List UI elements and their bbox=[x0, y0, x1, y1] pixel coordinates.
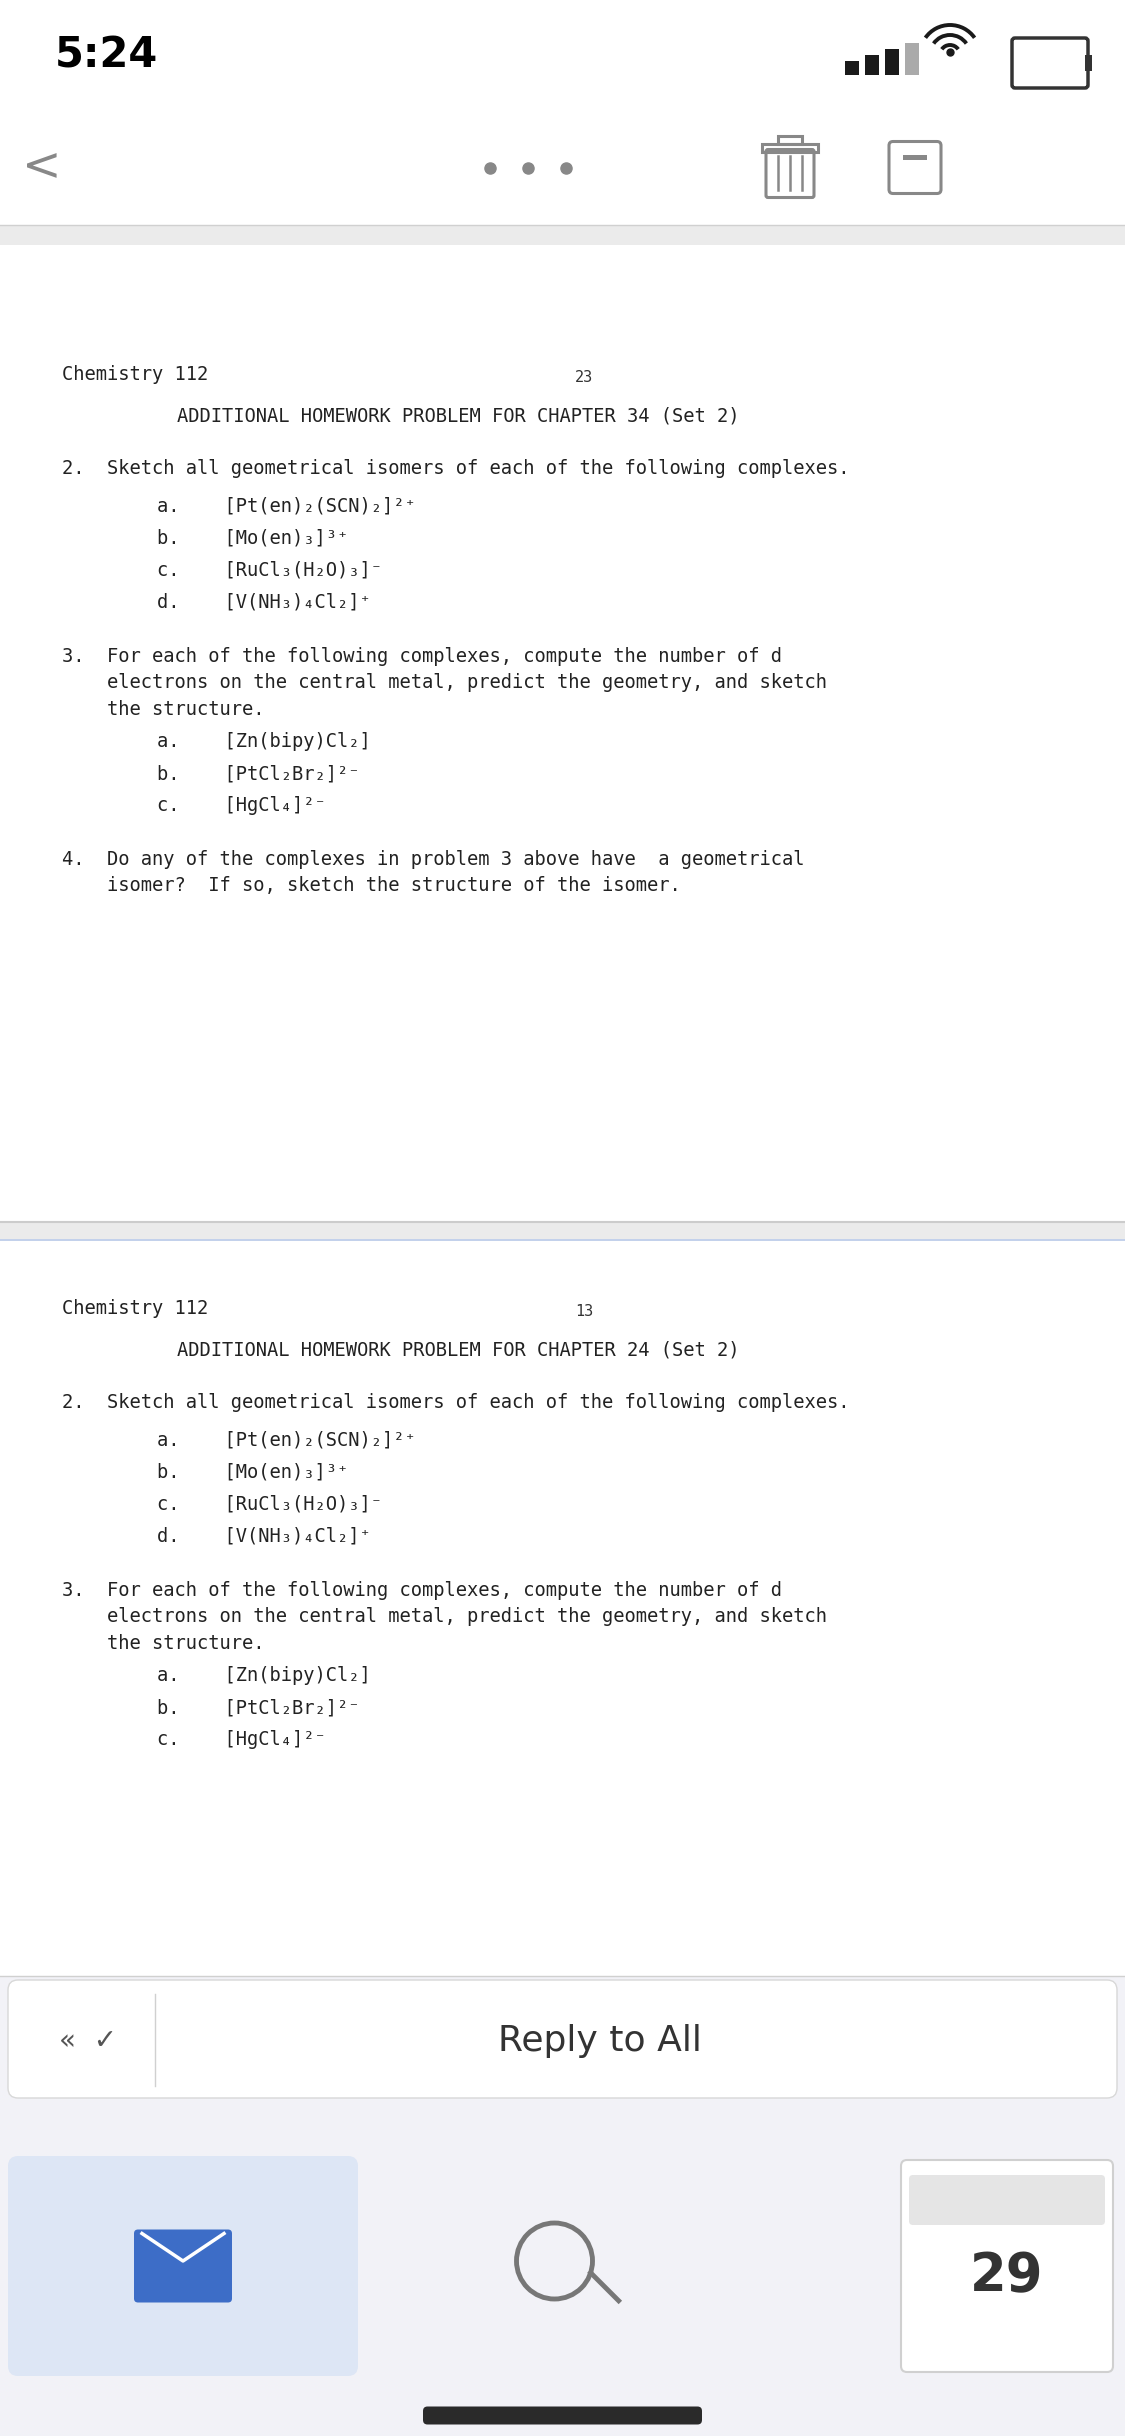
Bar bbox=[845, 61, 860, 76]
FancyBboxPatch shape bbox=[423, 2407, 702, 2424]
Bar bbox=[762, 144, 818, 151]
Text: 2.  Sketch all geometrical isomers of each of the following complexes.: 2. Sketch all geometrical isomers of eac… bbox=[62, 1393, 849, 1413]
Bar bbox=[0, 110, 1125, 224]
Text: 3.  For each of the following complexes, compute the number of d
    electrons o: 3. For each of the following complexes, … bbox=[62, 1581, 827, 1654]
Text: a.    [Zn(bipy)Cl₂]: a. [Zn(bipy)Cl₂] bbox=[158, 1666, 371, 1686]
Text: «  ✓: « ✓ bbox=[58, 2027, 117, 2056]
Bar bbox=[778, 136, 802, 144]
Text: Reply to All: Reply to All bbox=[498, 2024, 702, 2058]
Text: a.    [Pt(en)₂(SCN)₂]²⁺: a. [Pt(en)₂(SCN)₂]²⁺ bbox=[158, 497, 416, 516]
FancyBboxPatch shape bbox=[8, 2156, 358, 2375]
Bar bbox=[0, 246, 1125, 1220]
Bar bbox=[0, 1240, 1125, 2095]
Text: 5:24: 5:24 bbox=[55, 34, 159, 76]
Bar bbox=[903, 153, 927, 158]
Bar bbox=[914, 2178, 1101, 2222]
Bar bbox=[0, 224, 1125, 2107]
Text: 4.  Do any of the complexes in problem 3 above have  a geometrical
    isomer?  : 4. Do any of the complexes in problem 3 … bbox=[62, 850, 804, 896]
Text: c.    [RuCl₃(H₂O)₃]⁻: c. [RuCl₃(H₂O)₃]⁻ bbox=[158, 1496, 382, 1515]
FancyBboxPatch shape bbox=[909, 2175, 1105, 2224]
Text: c.    [HgCl₄]²⁻: c. [HgCl₄]²⁻ bbox=[158, 1730, 326, 1749]
Text: a.    [Pt(en)₂(SCN)₂]²⁺: a. [Pt(en)₂(SCN)₂]²⁺ bbox=[158, 1430, 416, 1449]
Text: d.    [V(NH₃)₄Cl₂]⁺: d. [V(NH₃)₄Cl₂]⁺ bbox=[158, 592, 371, 611]
Text: ADDITIONAL HOMEWORK PROBLEM FOR CHAPTER 34 (Set 2): ADDITIONAL HOMEWORK PROBLEM FOR CHAPTER … bbox=[177, 407, 739, 426]
Text: b.    [Mo(en)₃]³⁺: b. [Mo(en)₃]³⁺ bbox=[158, 1464, 349, 1481]
Text: Chemistry 112: Chemistry 112 bbox=[62, 1298, 208, 1318]
Bar bbox=[0, 1976, 1125, 2107]
Bar bbox=[904, 44, 919, 76]
FancyBboxPatch shape bbox=[8, 1980, 1117, 2097]
Text: a.    [Zn(bipy)Cl₂]: a. [Zn(bipy)Cl₂] bbox=[158, 731, 371, 750]
Text: c.    [RuCl₃(H₂O)₃]⁻: c. [RuCl₃(H₂O)₃]⁻ bbox=[158, 560, 382, 580]
FancyBboxPatch shape bbox=[901, 2161, 1113, 2373]
Bar bbox=[885, 49, 899, 76]
Bar bbox=[0, 2107, 1125, 2436]
Text: d.    [V(NH₃)₄Cl₂]⁺: d. [V(NH₃)₄Cl₂]⁺ bbox=[158, 1527, 371, 1547]
Text: 3.  For each of the following complexes, compute the number of d
    electrons o: 3. For each of the following complexes, … bbox=[62, 648, 827, 719]
Text: b.    [PtCl₂Br₂]²⁻: b. [PtCl₂Br₂]²⁻ bbox=[158, 765, 360, 782]
Text: b.    [PtCl₂Br₂]²⁻: b. [PtCl₂Br₂]²⁻ bbox=[158, 1698, 360, 1717]
Text: b.    [Mo(en)₃]³⁺: b. [Mo(en)₃]³⁺ bbox=[158, 529, 349, 548]
Text: 13: 13 bbox=[575, 1303, 593, 1318]
Bar bbox=[0, 0, 1125, 110]
Text: 2.  Sketch all geometrical isomers of each of the following complexes.: 2. Sketch all geometrical isomers of eac… bbox=[62, 458, 849, 477]
FancyBboxPatch shape bbox=[134, 2229, 232, 2302]
Bar bbox=[1084, 56, 1092, 71]
Text: 23: 23 bbox=[575, 370, 593, 385]
Text: <: < bbox=[22, 146, 62, 190]
Text: Chemistry 112: Chemistry 112 bbox=[62, 365, 208, 385]
Text: ADDITIONAL HOMEWORK PROBLEM FOR CHAPTER 24 (Set 2): ADDITIONAL HOMEWORK PROBLEM FOR CHAPTER … bbox=[177, 1340, 739, 1359]
Bar bbox=[865, 56, 879, 76]
Text: 29: 29 bbox=[970, 2251, 1044, 2302]
Text: c.    [HgCl₄]²⁻: c. [HgCl₄]²⁻ bbox=[158, 797, 326, 816]
